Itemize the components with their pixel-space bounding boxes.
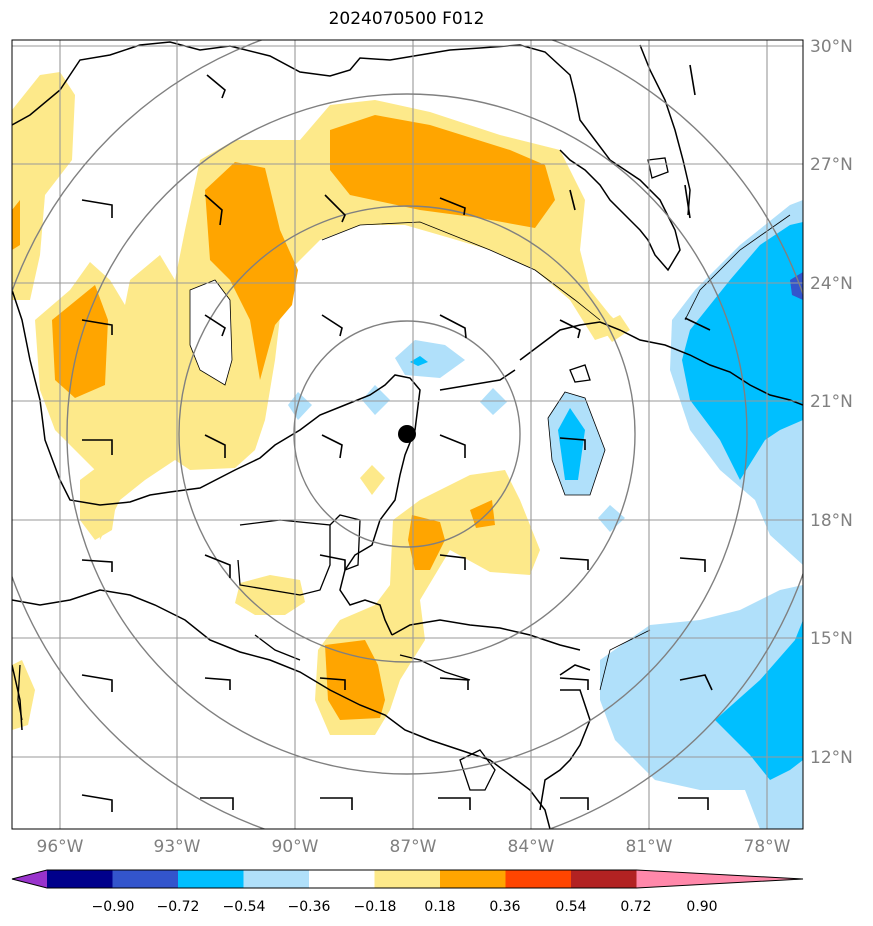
colorbar-label: 0.72 <box>620 899 651 915</box>
colorbar-segment <box>178 870 244 888</box>
colorbar-label: −0.72 <box>157 899 200 915</box>
colorbar-extend-high <box>636 870 803 888</box>
colorbar <box>11 869 804 889</box>
lon-label-84w: 84°W <box>508 837 555 857</box>
lon-label-90w: 90°W <box>272 837 319 857</box>
latitude-labels: 30°N 27°N 24°N 21°N 18°N 15°N 12°N <box>810 37 853 768</box>
colorbar-tick-labels: −0.90 −0.72 −0.54 −0.36 −0.18 0.18 0.36 … <box>92 899 718 915</box>
wind-barbs <box>81 64 713 812</box>
colorbar-label: 0.54 <box>555 899 586 915</box>
lon-label-81w: 81°W <box>626 837 673 857</box>
longitude-labels: 96°W 93°W 90°W 87°W 84°W 81°W 78°W <box>37 837 791 857</box>
lon-label-87w: 87°W <box>390 837 437 857</box>
colorbar-label: −0.90 <box>92 899 135 915</box>
lat-label-12n: 12°N <box>810 748 853 768</box>
colorbar-label: −0.36 <box>288 899 331 915</box>
lon-label-96w: 96°W <box>37 837 84 857</box>
lat-label-15n: 15°N <box>810 629 853 649</box>
storm-center-dot <box>398 425 416 443</box>
map-panel <box>12 40 803 829</box>
lon-label-78w: 78°W <box>744 837 791 857</box>
lat-label-27n: 27°N <box>810 155 853 175</box>
colorbar-label: 0.36 <box>489 899 520 915</box>
colorbar-label: 0.90 <box>686 899 717 915</box>
lat-label-24n: 24°N <box>810 274 853 294</box>
colorbar-segment <box>374 870 441 888</box>
colorbar-segment <box>571 870 637 888</box>
lon-label-93w: 93°W <box>154 837 201 857</box>
lat-label-30n: 30°N <box>810 37 853 57</box>
colorbar-segment <box>112 870 179 888</box>
colorbar-extend-low <box>12 870 47 888</box>
colorbar-outline <box>11 869 804 889</box>
lat-label-18n: 18°N <box>810 511 853 531</box>
positive-anomaly-fill <box>12 72 630 735</box>
colorbar-label: −0.18 <box>354 899 397 915</box>
colorbar-segment <box>47 870 113 888</box>
map-frame <box>11 39 804 830</box>
colorbar-label: 0.18 <box>424 899 455 915</box>
colorbar-segment <box>505 870 572 888</box>
colorbar-label: −0.54 <box>223 899 266 915</box>
range-rings <box>12 40 803 829</box>
lat-label-21n: 21°N <box>810 392 853 412</box>
colorbar-segment <box>309 870 375 888</box>
map-title: 2024070500 F012 <box>328 9 485 29</box>
colorbar-segment <box>440 870 506 888</box>
colorbar-segment <box>243 870 310 888</box>
